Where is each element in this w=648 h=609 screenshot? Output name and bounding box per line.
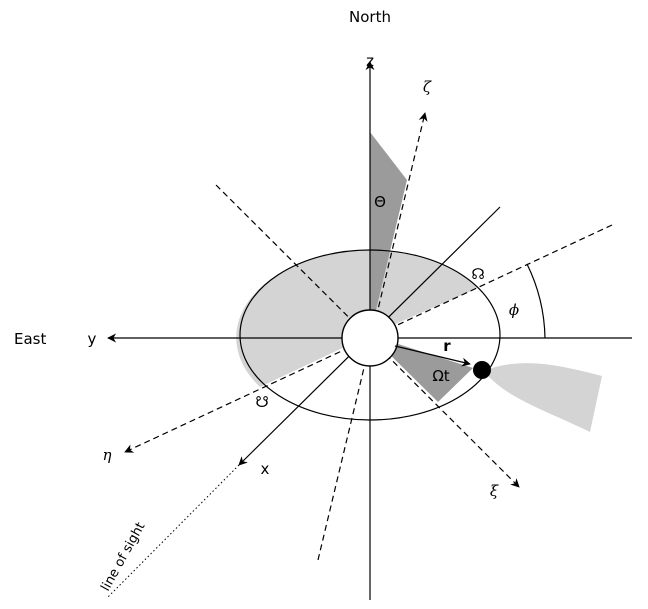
z-axis-label: z [366,52,374,70]
r-vector [394,345,471,367]
zeta-axis [317,112,428,561]
r-vector-label: r [443,337,451,355]
descending-node-symbol: ☋ [255,393,268,411]
phi-arc [526,263,546,339]
eta-label: η [103,446,112,464]
central-star [341,309,399,367]
omega-t-label: Ωt [432,367,449,385]
theta-wedge [370,132,407,335]
xi-label: ξ [490,482,499,500]
shadow-tail [484,363,602,432]
y-axis-label: y [88,330,97,348]
companion-body [473,361,491,379]
omega-t-wedge [370,335,473,402]
phi-label: ϕ [509,301,519,319]
ascending-node-symbol: ☊ [471,265,484,283]
line-of-sight-label: line of sight [98,520,148,594]
north-label: North [349,8,391,26]
theta-label: Θ [374,193,386,211]
zeta-label: ζ [423,78,432,96]
x-axis-label: x [261,460,270,478]
line-of-sight-line [107,464,240,598]
east-label: East [14,330,46,348]
